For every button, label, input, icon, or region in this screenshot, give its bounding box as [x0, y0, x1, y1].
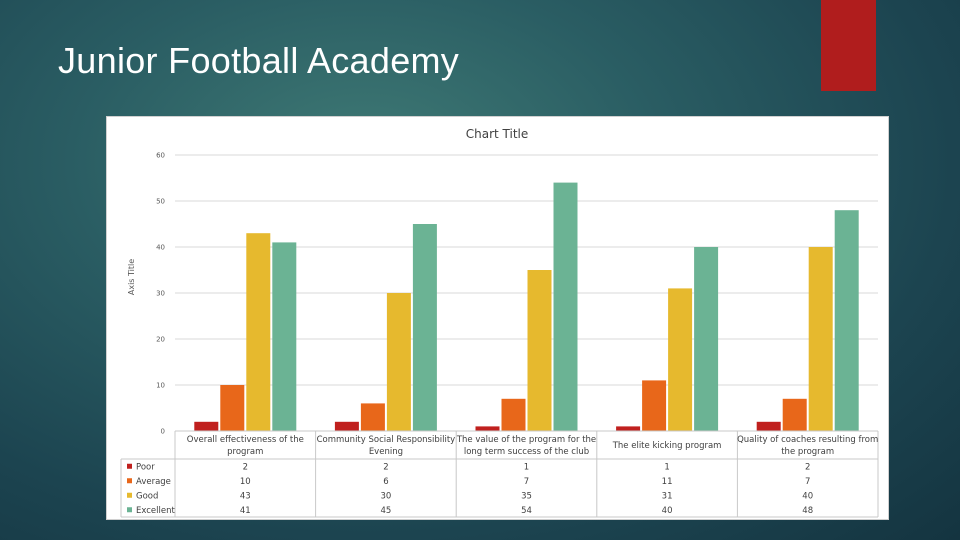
- table-cell: 45: [380, 506, 391, 516]
- bar-excellent: [834, 210, 859, 431]
- category-label-line: Quality of coaches resulting from: [737, 435, 878, 445]
- table-cell: 2: [243, 462, 248, 472]
- bar-average: [501, 398, 526, 431]
- category-label-line: The elite kicking program: [612, 441, 722, 451]
- legend-key-poor: [127, 463, 132, 469]
- table-cell: 30: [380, 491, 391, 501]
- y-tick-label: 50: [156, 198, 165, 206]
- slide-title: Junior Football Academy: [58, 40, 460, 81]
- category-label-line: Overall effectiveness of the: [187, 435, 304, 445]
- table-cell: 10: [240, 477, 251, 487]
- chart-panel: 0 10 20 30 40 50 60 Overall effectiveness of t…: [106, 116, 889, 520]
- y-axis-title: Axis Title: [127, 259, 136, 295]
- accent-block: [821, 0, 876, 91]
- category-label: Community Social Responsibility Evening: [317, 435, 456, 457]
- category-label-line: program: [227, 447, 263, 457]
- category-label-line: the program: [781, 447, 834, 457]
- legend-key-average: [127, 478, 132, 484]
- bar-good: [668, 288, 693, 431]
- legend-label: Poor: [136, 462, 155, 472]
- y-tick-label: 0: [161, 428, 165, 436]
- table-cell: 40: [802, 491, 813, 501]
- bar-good: [527, 270, 552, 431]
- y-tick-label: 40: [156, 244, 165, 252]
- legend-key-excellent: [127, 507, 132, 513]
- legend-label: Average: [136, 477, 171, 487]
- bar-excellent: [694, 247, 719, 431]
- table-cell: 48: [802, 506, 813, 516]
- bars: [194, 182, 859, 431]
- bar-poor: [334, 421, 359, 431]
- bar-chart: 0 10 20 30 40 50 60 Overall effectiveness of t…: [120, 127, 879, 518]
- category-label-line: Evening: [369, 447, 403, 457]
- table-cell: 40: [662, 506, 673, 516]
- bar-excellent: [412, 224, 437, 431]
- table-cell: 7: [524, 477, 529, 487]
- bar-average: [220, 385, 245, 431]
- legend-key-good: [127, 492, 132, 498]
- chart-title: Chart Title: [466, 127, 529, 141]
- table-cell: 54: [521, 506, 532, 516]
- table-cell: 2: [805, 462, 810, 472]
- bar-good: [246, 233, 271, 431]
- category-label: Overall effectiveness of the program: [187, 435, 304, 457]
- bar-poor: [194, 421, 219, 431]
- table-cell: 31: [662, 491, 673, 501]
- category-label: Quality of coaches resulting from the pro…: [737, 435, 878, 457]
- bar-poor: [756, 421, 781, 431]
- y-tick-label: 20: [156, 336, 165, 344]
- bar-poor: [616, 426, 641, 431]
- table-cell: 35: [521, 491, 532, 501]
- table-cell: 1: [524, 462, 529, 472]
- data-table: Overall effectiveness of the program Commu…: [120, 430, 879, 518]
- y-tick-label: 10: [156, 382, 165, 390]
- bar-poor: [475, 426, 500, 431]
- bar-average: [642, 380, 667, 431]
- table-cell: 2: [383, 462, 388, 472]
- category-label: The value of the program for the long ter…: [456, 435, 596, 457]
- table-cell: 43: [240, 491, 251, 501]
- category-label-line: Community Social Responsibility: [317, 435, 456, 445]
- bar-good: [808, 247, 833, 431]
- bar-excellent: [553, 182, 578, 431]
- category-label-line: long term success of the club: [464, 447, 589, 457]
- y-tick-label: 60: [156, 152, 165, 160]
- table-cell: 41: [240, 506, 251, 516]
- legend-label: Excellent: [136, 506, 175, 516]
- category-label-line: The value of the program for the: [456, 435, 596, 445]
- bar-average: [360, 403, 385, 431]
- category-label: The elite kicking program: [612, 441, 722, 451]
- bar-good: [386, 293, 411, 431]
- bar-excellent: [272, 242, 297, 431]
- y-tick-label: 30: [156, 290, 165, 298]
- legend-label: Good: [136, 491, 158, 501]
- table-cell: 11: [662, 477, 673, 487]
- table-cell: 7: [805, 477, 810, 487]
- table-cell: 1: [664, 462, 669, 472]
- table-cell: 6: [383, 477, 388, 487]
- bar-average: [782, 398, 807, 431]
